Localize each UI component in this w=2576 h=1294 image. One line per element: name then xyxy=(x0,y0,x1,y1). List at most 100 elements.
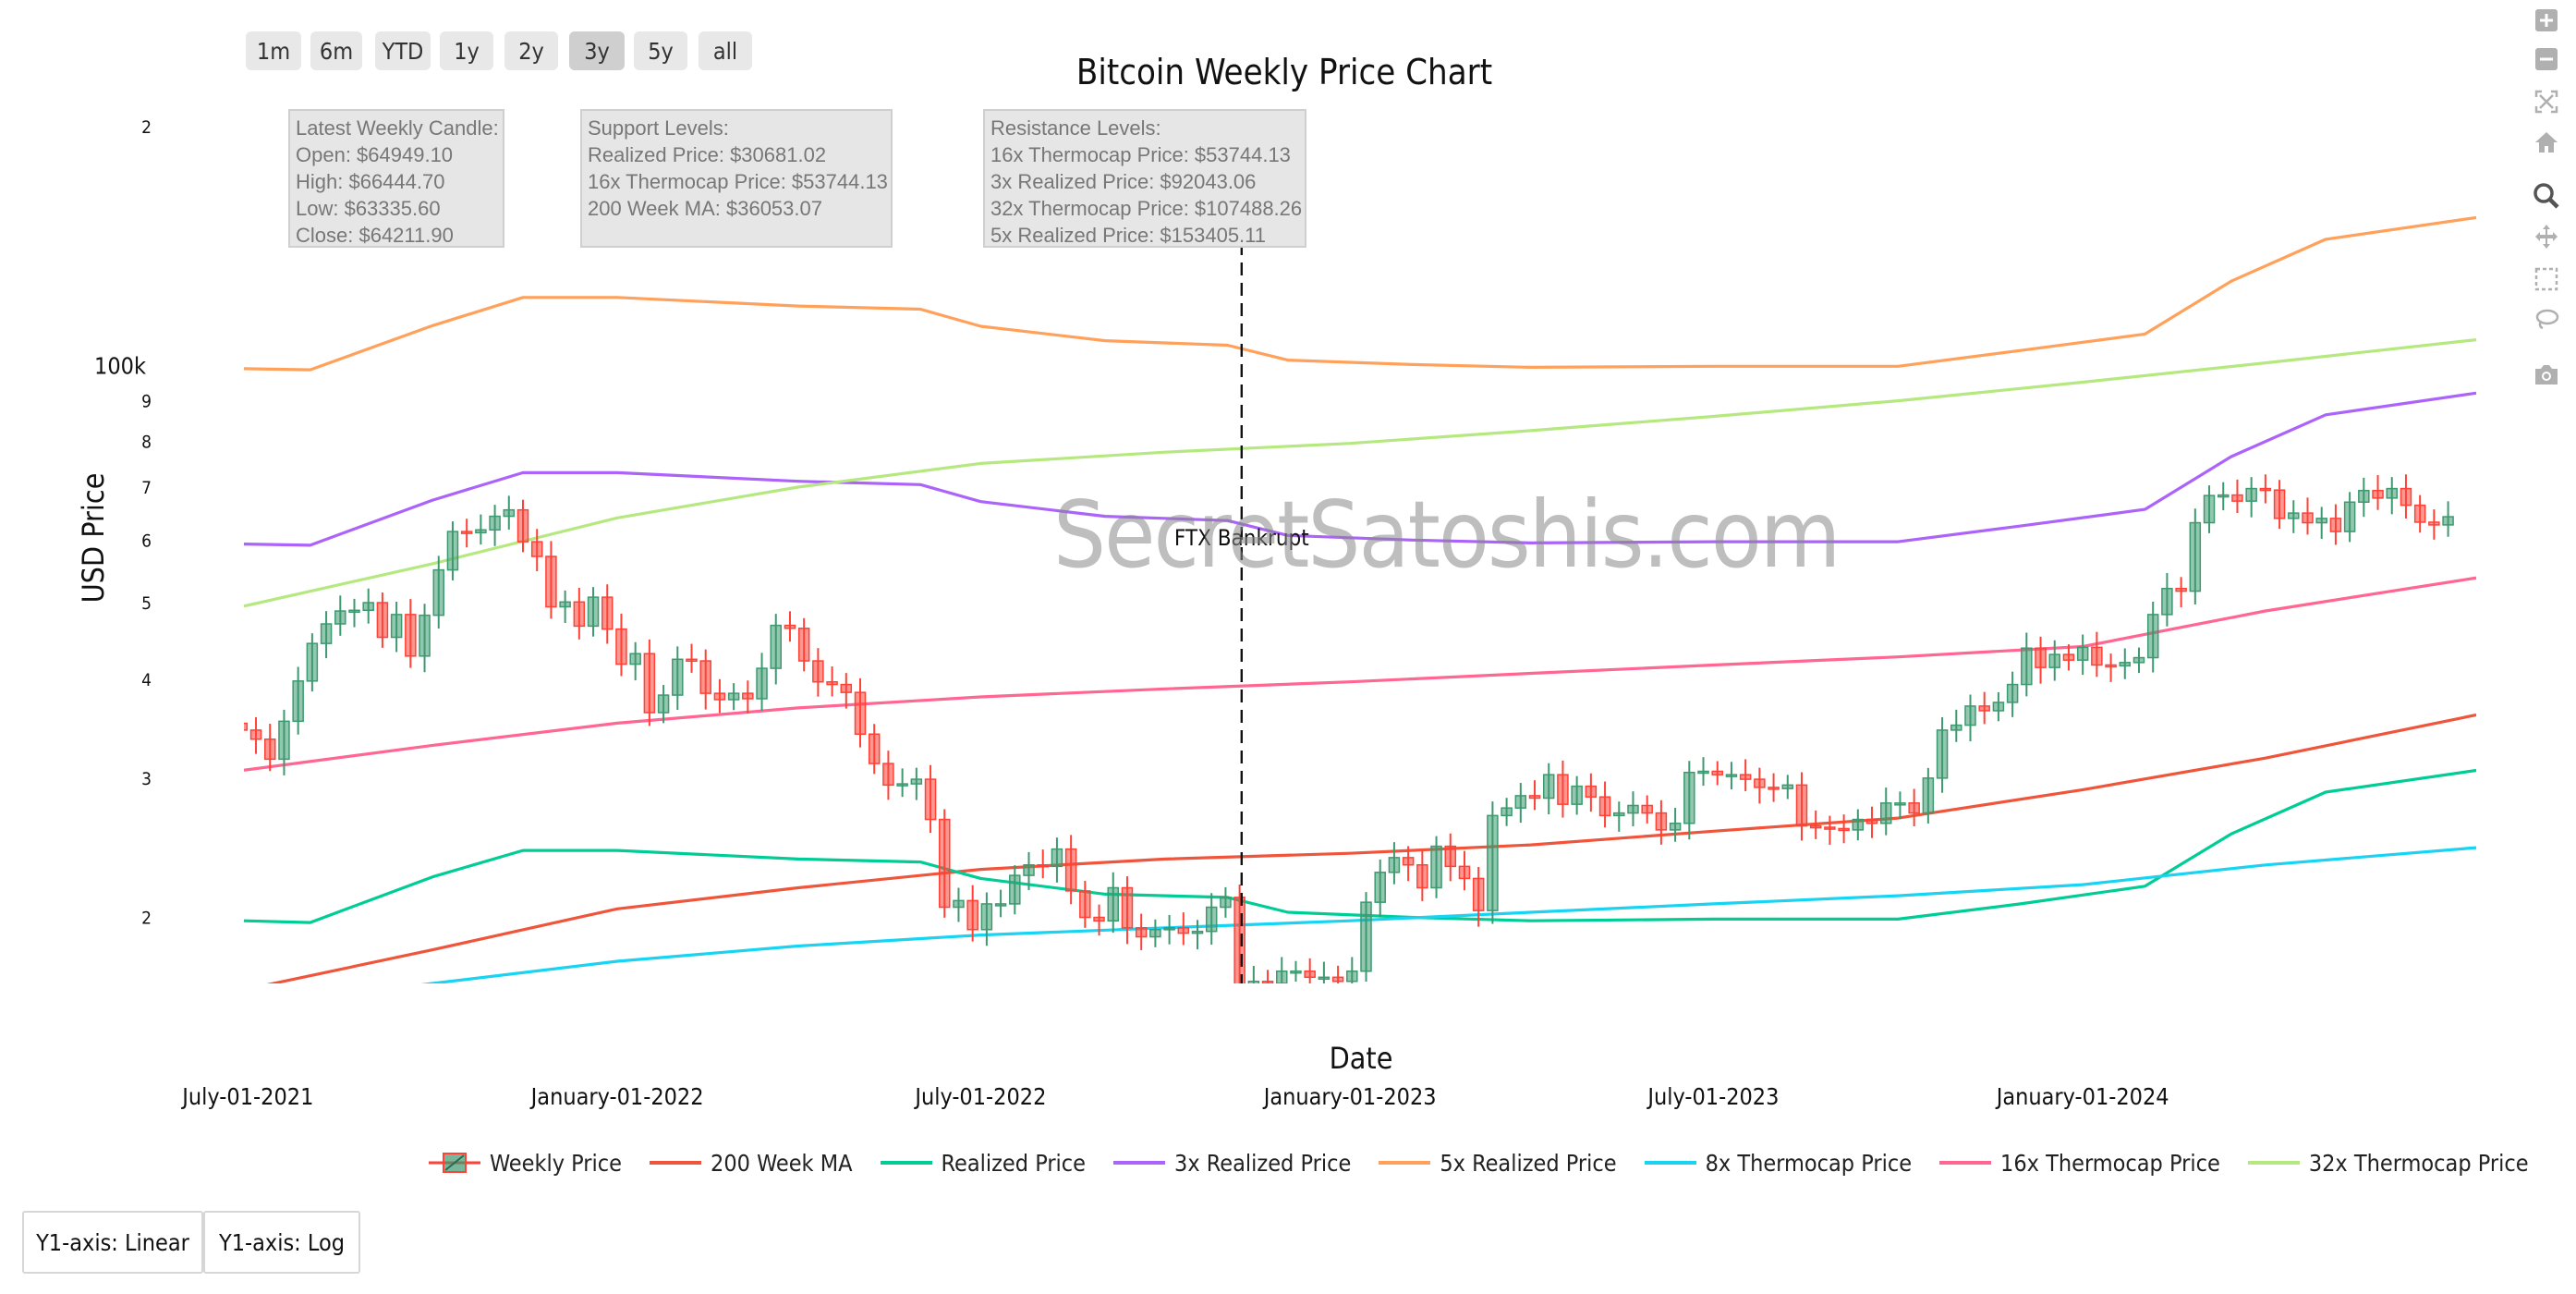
legend-item-realized-price[interactable]: Realized Price xyxy=(877,1149,1086,1177)
support-200wma: 200 Week MA: $36053.07 xyxy=(588,197,822,220)
candle xyxy=(742,680,754,714)
candle-body-down xyxy=(868,733,881,764)
candle-body-up xyxy=(994,903,1007,907)
candle-body-up xyxy=(727,692,740,701)
range-button-1m[interactable]: 1m xyxy=(246,31,301,70)
candle xyxy=(460,519,473,548)
range-button-6m[interactable]: 6m xyxy=(310,31,362,70)
legend-item-16x-thermocap-price[interactable]: 16x Thermocap Price xyxy=(1936,1149,2220,1177)
candle xyxy=(1838,814,1850,844)
candle-body-down xyxy=(2175,587,2187,592)
range-button-1y[interactable]: 1y xyxy=(440,31,493,70)
zoom-out-icon[interactable] xyxy=(2530,43,2563,76)
candle-body-up xyxy=(1725,774,1738,777)
legend-item-5x-realized-price[interactable]: 5x Realized Price xyxy=(1375,1149,1617,1177)
candle xyxy=(896,768,908,798)
candle xyxy=(924,764,937,833)
lasso-select-icon[interactable] xyxy=(2530,303,2563,336)
candle-body-up xyxy=(1205,906,1218,933)
candle xyxy=(1304,958,1316,983)
candle-body-down xyxy=(244,722,249,731)
legend-item-200-week-ma[interactable]: 200 Week MA xyxy=(646,1149,853,1177)
candle xyxy=(1121,876,1134,945)
candle-body-down xyxy=(249,729,262,740)
candle-body-down xyxy=(742,692,754,700)
candle xyxy=(1501,798,1513,826)
legend-item-weekly-price[interactable]: Weekly Price xyxy=(425,1149,622,1177)
candle-body-up xyxy=(306,642,319,682)
candle-body-down xyxy=(812,660,824,683)
candle-body-down xyxy=(1331,976,1344,983)
resistance-16x-thermocap: 16x Thermocap Price: $53744.13 xyxy=(990,143,1291,166)
candle xyxy=(2105,653,2117,682)
legend-label: 3x Realized Price xyxy=(1174,1149,1352,1177)
candle-body-up xyxy=(1571,785,1583,805)
legend-label: 8x Thermocap Price xyxy=(1705,1149,1913,1177)
candle xyxy=(2062,644,2075,671)
candle xyxy=(2189,508,2202,604)
candle xyxy=(1205,893,1218,946)
range-button-3y[interactable]: 3y xyxy=(569,31,625,70)
pan-icon[interactable] xyxy=(2530,220,2563,253)
candle-body-up xyxy=(672,658,684,696)
range-button-5y[interactable]: 5y xyxy=(634,31,687,70)
candle-body-up xyxy=(657,694,670,714)
x-axis-title: Date xyxy=(1330,1041,1393,1076)
candle-body-up xyxy=(2048,653,2060,668)
candle xyxy=(2428,509,2440,540)
candle-body-down xyxy=(1824,826,1836,830)
candle xyxy=(601,584,614,644)
candle-body-down xyxy=(263,738,276,761)
candle xyxy=(840,673,853,709)
candle-body-up xyxy=(2343,501,2356,532)
candle-body-down xyxy=(1754,778,1766,788)
candle-body-down xyxy=(924,778,937,821)
legend-label: 200 Week MA xyxy=(711,1149,853,1177)
candle xyxy=(1768,773,1780,802)
candle-body-up xyxy=(1879,802,1892,824)
candle xyxy=(713,678,726,714)
candle-body-up xyxy=(2161,587,2173,616)
candle xyxy=(292,666,304,735)
candle xyxy=(1795,772,1808,841)
candle-body-up xyxy=(1992,702,2005,712)
candle-body-down xyxy=(1064,848,1077,892)
candle-body-down xyxy=(516,508,529,543)
candle xyxy=(2386,477,2398,515)
candle-body-down xyxy=(2302,512,2314,524)
range-button-ytd[interactable]: YTD xyxy=(375,31,431,70)
y-axis-linear-button[interactable]: Y1-axis: Linear xyxy=(22,1211,203,1274)
candle-body-up xyxy=(2288,512,2300,519)
candle-body-up xyxy=(2076,646,2089,661)
range-button-all[interactable]: all xyxy=(699,31,752,70)
candle xyxy=(1149,919,1161,947)
y-axis-log-button[interactable]: Y1-axis: Log xyxy=(203,1211,360,1274)
candle xyxy=(966,885,978,942)
y-tick-label: 6 xyxy=(141,531,152,551)
legend-item-3x-realized-price[interactable]: 3x Realized Price xyxy=(1110,1149,1351,1177)
candle-body-down xyxy=(2273,489,2286,519)
candles xyxy=(244,474,2454,983)
candle-body-up xyxy=(1360,901,1372,972)
x-axis-ticks: July-01-2021 January-01-2022 July-01-2022 J… xyxy=(180,1083,2169,1110)
camera-icon[interactable] xyxy=(2530,359,2563,392)
candle xyxy=(1865,806,1878,838)
candle xyxy=(2091,631,2103,678)
candle-body-down xyxy=(1444,845,1457,868)
candle-body-up xyxy=(1852,818,1865,831)
legend-item-8x-thermocap-price[interactable]: 8x Thermocap Price xyxy=(1641,1149,1912,1177)
autoscale-icon[interactable] xyxy=(2530,85,2563,118)
zoom-in-icon[interactable] xyxy=(2530,4,2563,37)
candle-body-up xyxy=(2315,518,2327,524)
candle-body-up xyxy=(1669,823,1682,831)
box-select-icon[interactable] xyxy=(2530,262,2563,296)
home-icon[interactable] xyxy=(2530,126,2563,159)
x-tick-label: July-01-2022 xyxy=(913,1083,1046,1110)
zoom-icon[interactable] xyxy=(2530,179,2563,213)
candle xyxy=(1346,957,1358,983)
candle xyxy=(1879,787,1892,836)
legend-item-32x-thermocap-price[interactable]: 32x Thermocap Price xyxy=(2244,1149,2529,1177)
candle-body-down xyxy=(840,683,853,693)
range-button-2y[interactable]: 2y xyxy=(504,31,558,70)
